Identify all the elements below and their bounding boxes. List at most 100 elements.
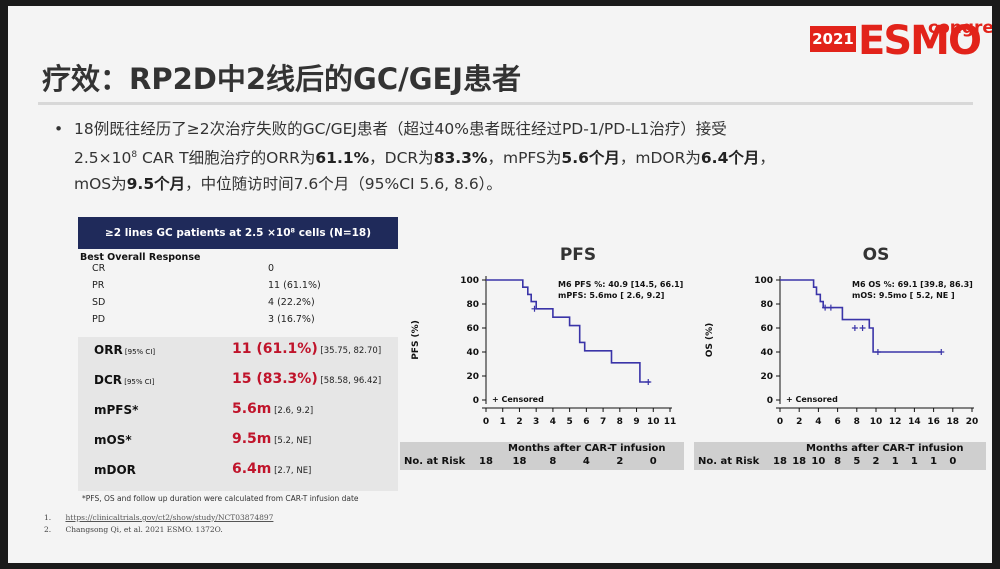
censor-mark: [645, 379, 652, 385]
risk-count: 10: [811, 456, 826, 467]
censored-legend: + Censored: [492, 395, 544, 404]
risk-label: No. at Risk: [404, 456, 466, 467]
y-axis-label: OS (%): [705, 323, 715, 358]
y-tick-label: 60: [760, 324, 773, 334]
ref-1-num: 1.: [44, 513, 52, 522]
x-tick-label: 2: [796, 417, 802, 427]
efficacy-value: 5.6m [2.6, 9.2]: [232, 401, 314, 417]
censored-legend: + Censored: [786, 395, 838, 404]
annotation-m6: M6 OS %: 69.1 [39.8, 86.3]: [852, 280, 973, 289]
risk-count: 4: [582, 456, 590, 467]
table-row: SD 4 (22.2%): [78, 297, 398, 314]
bullet-text-2d: ，mPFS为: [487, 149, 562, 168]
efficacy-value: 6.4m [2.7, NE]: [232, 461, 312, 477]
x-tick-label: 6: [583, 417, 589, 427]
risk-count: 18: [479, 456, 493, 467]
censor-mark: [827, 304, 834, 311]
y-tick-label: 40: [760, 348, 773, 358]
bullet-mpfs: 5.6个月: [561, 149, 620, 168]
risk-count: 18: [792, 456, 807, 467]
efficacy-label: mPFS*: [94, 403, 139, 417]
annotation-median: mOS: 9.5mo [ 5.2, NE ]: [852, 291, 955, 300]
y-tick-label: 0: [767, 396, 773, 406]
efficacy-label: mDOR: [94, 463, 136, 477]
efficacy-row: ORR [95% CI] 11 (61.1%) [35.75, 82.70]: [78, 337, 398, 367]
risk-count: 2: [616, 456, 624, 467]
bullet-text-3a: mOS为: [74, 175, 127, 194]
row-label: SD: [92, 297, 106, 308]
x-tick-label: 3: [533, 417, 539, 427]
bullet-text-2a: 2.5×10: [74, 149, 132, 168]
x-tick-label: 20: [966, 417, 979, 427]
pfs-risk-table: Months after CAR-T infusion No. at Risk 18…: [400, 442, 684, 470]
risk-count: 5: [853, 456, 861, 467]
x-tick-label: 6: [834, 417, 840, 427]
y-tick-label: 80: [466, 300, 479, 310]
table-footnote: *PFS, OS and follow up duration were cal…: [82, 494, 359, 503]
bullet-text-2c: ，DCR为: [369, 149, 434, 168]
risk-count: 2: [872, 456, 880, 467]
risk-count: 0: [649, 456, 657, 467]
x-tick-label: 2: [516, 417, 522, 427]
bullet-text-2f: ，: [759, 149, 775, 168]
y-tick-label: 40: [466, 348, 479, 358]
row-value: 11 (61.1%): [268, 280, 321, 291]
os-risk-table: Months after CAR-T infusion No. at Risk 18…: [694, 442, 986, 470]
response-rows: CR 0 PR 11 (61.1%) SD 4 (22.2%) PD 3 (16.7%): [78, 263, 398, 331]
response-table: ≥2 lines GC patients at 2.5 ×10⁸ cells (…: [78, 217, 398, 503]
row-value: 0: [268, 263, 275, 274]
ref-2-text: Changsong Qi, et al. 2021 ESMO. 1372O.: [65, 525, 223, 534]
table-row: PD 3 (16.7%): [78, 314, 398, 331]
x-tick-label: 8: [854, 417, 860, 427]
row-label: PR: [92, 280, 105, 291]
table-row: PR 11 (61.1%): [78, 280, 398, 297]
slide-title: 疗效：RP2D中2线后的GC/GEJ患者: [42, 62, 522, 96]
efficacy-label: mOS*: [94, 433, 132, 447]
x-tick-label: 5: [567, 417, 573, 427]
censor-mark: [531, 305, 538, 312]
bullet-mdor: 6.4个月: [700, 149, 760, 168]
x-tick-label: 1: [500, 417, 506, 427]
x-tick-label: 10: [647, 417, 660, 427]
x-tick-label: 4: [815, 417, 821, 427]
chart-title: PFS: [560, 245, 596, 265]
x-tick-label: 0: [483, 417, 489, 427]
y-tick-label: 20: [760, 372, 773, 382]
x-tick-label: 9: [633, 417, 639, 427]
efficacy-value: 15 (83.3%) [58.58, 96.42]: [232, 371, 382, 387]
censor-mark: [938, 349, 945, 355]
efficacy-label: ORR [95% CI]: [94, 343, 156, 357]
efficacy-row: mPFS* 5.6m [2.6, 9.2]: [78, 397, 398, 427]
x-axis-label: Months after CAR-T infusion: [508, 443, 666, 454]
title-divider: [38, 102, 973, 105]
y-tick-label: 20: [466, 372, 479, 382]
efficacy-ci: [2.6, 9.2]: [271, 406, 314, 416]
bullet-dot-icon: •: [54, 120, 64, 138]
survival-curve: [780, 279, 942, 353]
bullet-mos: 9.5个月: [126, 175, 186, 194]
censor-mark: [859, 325, 866, 331]
os-chart: OS OS (%) 0 20 40 60 80 100 0 2 4 6 8 10 12 14 16 18 20 M6 …: [705, 245, 979, 427]
x-tick-label: 16: [927, 417, 940, 427]
logo-year: 2021: [810, 26, 856, 52]
esmo-logo: 2021 ESMO congress: [810, 18, 992, 64]
ci-tag: [95% CI]: [122, 348, 156, 356]
risk-count: 8: [834, 456, 842, 467]
ref-1-link[interactable]: https://clinicaltrials.gov/ct2/show/stud…: [65, 513, 274, 522]
bullet-dcr: 83.3%: [433, 149, 488, 168]
x-tick-label: 11: [664, 417, 677, 427]
table-row: CR 0: [78, 263, 398, 280]
x-tick-label: 10: [870, 417, 883, 427]
efficacy-rows: ORR [95% CI] 11 (61.1%) [35.75, 82.70] DCR…: [78, 337, 398, 491]
x-tick-label: 12: [889, 417, 902, 427]
risk-count: 18: [512, 456, 527, 467]
y-axis-label: PFS (%): [411, 320, 421, 360]
summary-bullet: • 18例既往经历了≥2次治疗失败的GC/GEJ患者（超过40%患者既往经过PD…: [54, 116, 944, 197]
x-tick-label: 8: [617, 417, 623, 427]
efficacy-label: DCR [95% CI]: [94, 373, 155, 387]
table-subheader: Best Overall Response: [80, 252, 201, 263]
efficacy-value: 11 (61.1%) [35.75, 82.70]: [232, 341, 382, 357]
row-value: 4 (22.2%): [268, 297, 315, 308]
bullet-text-2b: CAR T细胞治疗的ORR为: [137, 149, 316, 168]
